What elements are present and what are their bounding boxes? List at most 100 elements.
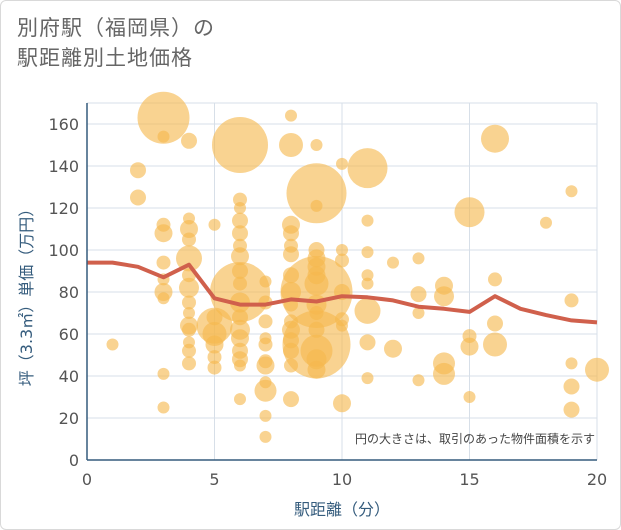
- title-line-2: 駅距離別土地価格: [17, 46, 193, 70]
- bubble-point: [259, 376, 272, 389]
- bubbles: [106, 91, 609, 443]
- y-tick-label: 40: [59, 367, 79, 386]
- bubble-point: [259, 409, 272, 422]
- bubble-point: [233, 276, 247, 291]
- bubble-point: [410, 286, 427, 303]
- bubble-point: [179, 277, 199, 298]
- x-tick-label: 5: [209, 470, 219, 489]
- y-tick-label: 20: [59, 409, 79, 428]
- bubble-point: [361, 277, 374, 290]
- bubble-point: [307, 360, 326, 379]
- x-tick-label: 20: [587, 470, 607, 489]
- bubble-point: [279, 133, 303, 157]
- bubble-point: [232, 263, 248, 279]
- bubble-point: [156, 255, 171, 270]
- y-tick-label: 80: [59, 283, 79, 302]
- bubble-point: [540, 216, 552, 229]
- bubble-point: [210, 262, 270, 322]
- y-tick-label: 120: [48, 199, 79, 218]
- bubble-point: [307, 266, 326, 285]
- bubble-point: [335, 253, 349, 268]
- bubble-point: [481, 124, 509, 153]
- bubble-point: [130, 162, 146, 179]
- bubble-point: [182, 232, 196, 247]
- bubble-point: [563, 401, 580, 418]
- bubble-point: [212, 117, 268, 173]
- bubble-point: [483, 332, 507, 357]
- bubble-point: [462, 329, 477, 344]
- bubble-point: [283, 342, 299, 359]
- bubble-point: [563, 378, 580, 395]
- bubble-point: [283, 267, 299, 284]
- bubble-point: [157, 367, 170, 380]
- bubble-point: [231, 329, 249, 348]
- bubble-point: [565, 357, 578, 370]
- bubble-point: [258, 314, 273, 329]
- bubble-point: [412, 374, 425, 387]
- bubble-point: [183, 212, 195, 225]
- x-axis-title: 駅距離（分）: [294, 500, 390, 519]
- bubble-point: [336, 319, 348, 332]
- bubble-point: [232, 212, 248, 229]
- x-tick-label: 15: [459, 470, 479, 489]
- bubble-point: [283, 225, 299, 242]
- bubble-point: [285, 109, 297, 122]
- y-tick-label: 60: [59, 325, 79, 344]
- bubble-point: [106, 338, 119, 351]
- bubble-point: [233, 238, 247, 253]
- y-axis-title: 坪（3.3㎡）単価（万円）: [17, 201, 36, 386]
- x-tick-label: 0: [82, 470, 92, 489]
- bubble-point: [310, 139, 323, 151]
- tick-labels: 0 20 40 60 80 100 120 140 160 0 5 10 15 20: [48, 115, 607, 489]
- trend-line: [87, 260, 598, 325]
- bubble-point: [207, 350, 222, 365]
- title-line-1: 別府駅（福岡県）の: [17, 16, 215, 40]
- bubble-point: [347, 148, 388, 189]
- bubble-point: [230, 292, 250, 313]
- bubble-point: [180, 220, 198, 238]
- bubble-point: [254, 379, 277, 402]
- bubble-point: [157, 401, 170, 414]
- bubble-point: [156, 217, 171, 232]
- bubble-point: [361, 372, 374, 385]
- bubble-point: [384, 339, 402, 358]
- bubble-point: [137, 91, 190, 144]
- bubble-point: [308, 242, 325, 258]
- bubble-point: [130, 189, 146, 206]
- bubble-point: [284, 314, 298, 329]
- bubble-point: [259, 430, 272, 443]
- bubble-point: [336, 244, 348, 256]
- bubble-point: [283, 391, 299, 408]
- y-tick-label: 0: [69, 451, 79, 470]
- bubble-point: [157, 292, 170, 305]
- bubble-point: [233, 192, 247, 207]
- bubble-point: [234, 202, 246, 214]
- bubble-point: [205, 335, 224, 354]
- bubble-point: [232, 309, 248, 326]
- bubble-point: [564, 293, 579, 308]
- bubble-point: [435, 276, 453, 295]
- bubble-point: [412, 307, 425, 319]
- bubble-point: [308, 321, 325, 338]
- bubble-point: [454, 197, 485, 228]
- chart-title: 別府駅（福岡県）の 駅距離別土地価格: [17, 13, 215, 73]
- bubble-point: [286, 163, 347, 224]
- bubble-point: [488, 272, 502, 287]
- y-tick-label: 160: [48, 115, 79, 134]
- bubble-point: [176, 245, 202, 272]
- bubble-point: [231, 247, 249, 266]
- bubble-point: [208, 218, 221, 231]
- bubble-point: [183, 307, 195, 319]
- bubble-point: [460, 337, 479, 356]
- bubble-point: [259, 332, 272, 345]
- bubble-point: [234, 359, 246, 372]
- bubble-point: [284, 358, 298, 373]
- bubble-point: [387, 256, 399, 269]
- bubble-point: [183, 336, 195, 349]
- bubble-point: [585, 357, 609, 382]
- bubble-point: [258, 354, 273, 369]
- bubble-point: [333, 394, 351, 413]
- bubble-point: [259, 275, 272, 288]
- bubble-point: [309, 306, 324, 320]
